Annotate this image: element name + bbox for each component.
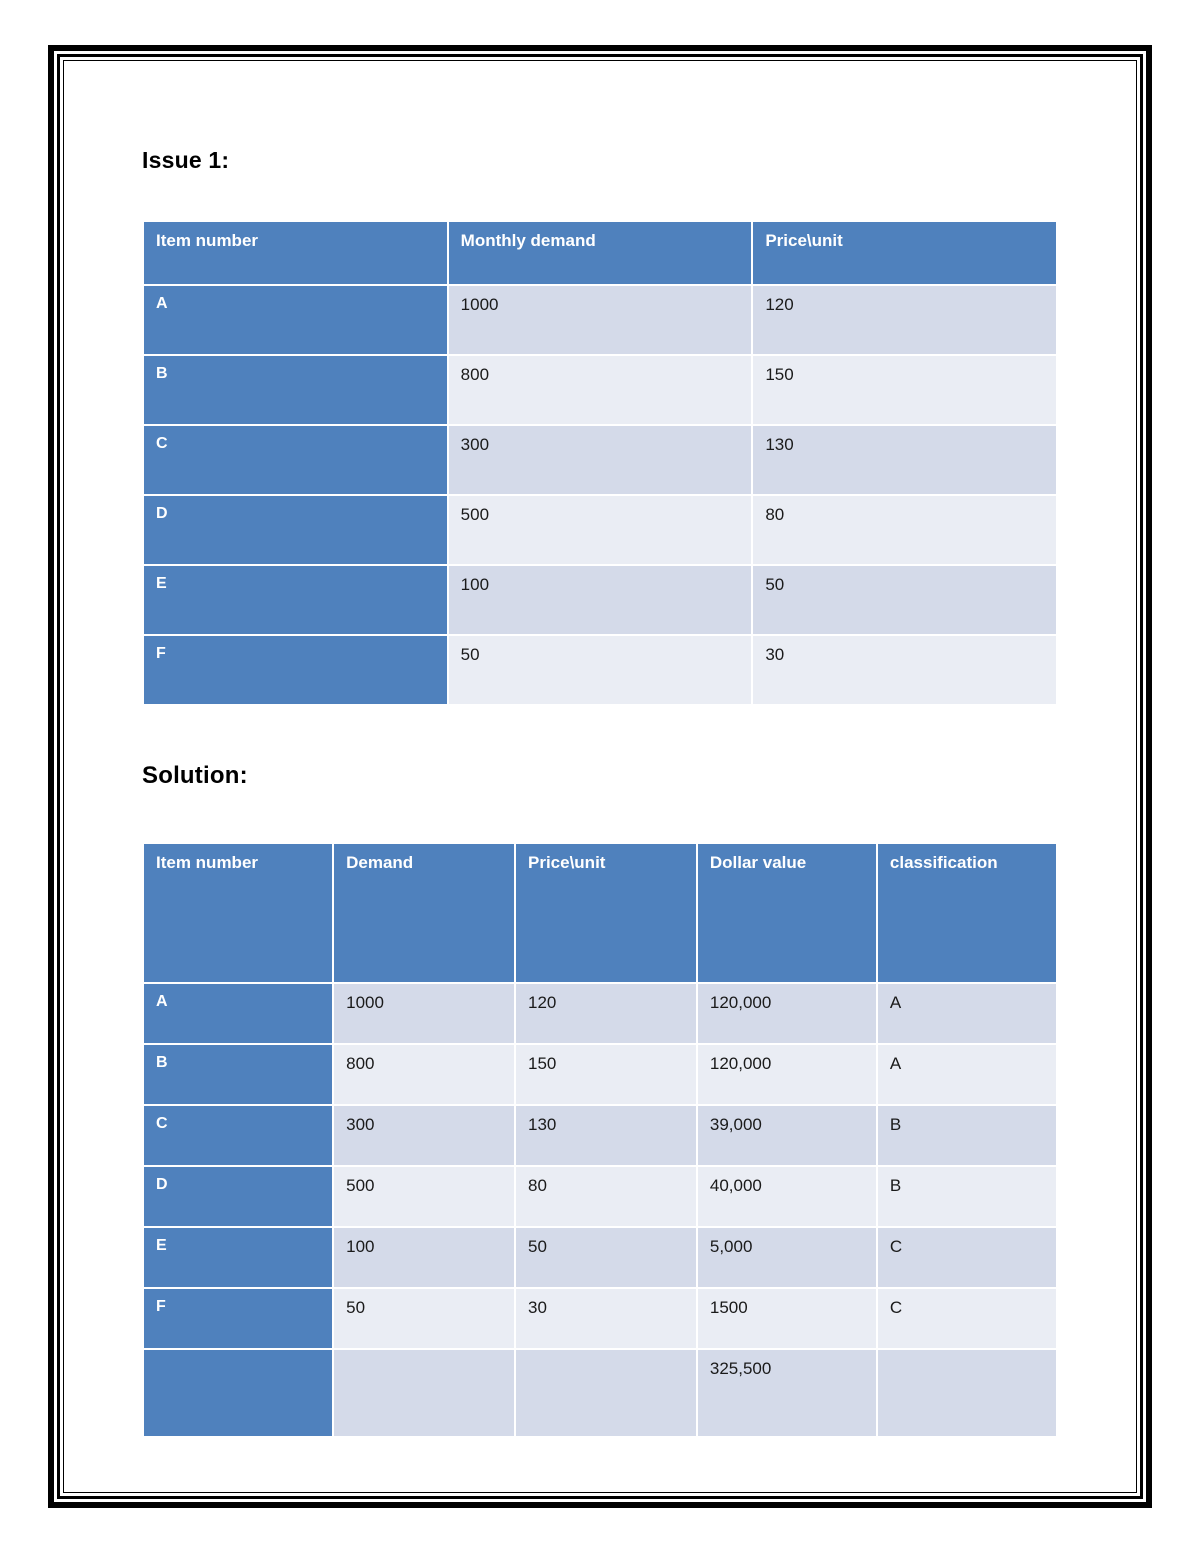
item-cell: B — [142, 354, 449, 426]
classification-cell: C — [875, 1226, 1059, 1289]
price-cell: 120 — [513, 982, 698, 1045]
classification-cell: B — [875, 1165, 1059, 1228]
dollar-value-cell: 120,000 — [695, 982, 878, 1045]
price-cell: 120 — [751, 284, 1058, 356]
solution-header-classification: classification — [875, 842, 1059, 984]
price-cell: 30 — [751, 634, 1058, 706]
item-cell: C — [141, 1104, 335, 1167]
classification-cell: A — [875, 1043, 1059, 1106]
item-cell: D — [141, 1165, 335, 1228]
issue-header-item-number: Item number — [142, 220, 449, 286]
demand-cell: 50 — [332, 1287, 516, 1350]
issue-header-price-unit: Price\unit — [751, 220, 1058, 286]
item-cell: A — [142, 284, 449, 356]
demand-cell: 800 — [332, 1043, 516, 1106]
item-cell: F — [142, 634, 449, 706]
item-cell — [141, 1348, 335, 1438]
solution-header-demand: Demand — [332, 842, 516, 984]
table-row: B 800 150 — [142, 354, 1058, 426]
demand-cell: 100 — [446, 564, 754, 636]
price-cell: 50 — [513, 1226, 698, 1289]
page-content: Issue 1: Item number Monthly demand Pric… — [64, 61, 1136, 1438]
dollar-value-cell: 5,000 — [695, 1226, 878, 1289]
price-cell — [513, 1348, 698, 1438]
solution-header-price-unit: Price\unit — [513, 842, 698, 984]
demand-cell: 800 — [446, 354, 754, 426]
table-row: A 1000 120 120,000 A — [141, 982, 1059, 1045]
dollar-value-cell: 40,000 — [695, 1165, 878, 1228]
table-row: F 50 30 — [142, 634, 1058, 706]
table-row: F 50 30 1500 C — [141, 1287, 1059, 1350]
classification-cell — [875, 1348, 1059, 1438]
issue-header-monthly-demand: Monthly demand — [446, 220, 754, 286]
page-border-outer: Issue 1: Item number Monthly demand Pric… — [48, 45, 1152, 1508]
price-cell: 80 — [513, 1165, 698, 1228]
dollar-value-total-cell: 325,500 — [695, 1348, 878, 1438]
price-cell: 150 — [513, 1043, 698, 1106]
solution-table-header-row: Item number Demand Price\unit Dollar val… — [141, 842, 1059, 984]
item-cell: B — [141, 1043, 335, 1106]
table-row: E 100 50 — [142, 564, 1058, 636]
item-cell: C — [142, 424, 449, 496]
demand-cell: 50 — [446, 634, 754, 706]
dollar-value-cell: 120,000 — [695, 1043, 878, 1106]
table-row: C 300 130 39,000 B — [141, 1104, 1059, 1167]
item-cell: E — [141, 1226, 335, 1289]
table-row: A 1000 120 — [142, 284, 1058, 356]
demand-cell: 1000 — [446, 284, 754, 356]
demand-cell: 300 — [332, 1104, 516, 1167]
page-border-middle: Issue 1: Item number Monthly demand Pric… — [57, 54, 1143, 1499]
classification-cell: B — [875, 1104, 1059, 1167]
demand-cell — [332, 1348, 516, 1438]
solution-table: Item number Demand Price\unit Dollar val… — [141, 842, 1059, 1438]
dollar-value-cell: 1500 — [695, 1287, 878, 1350]
price-cell: 130 — [513, 1104, 698, 1167]
demand-cell: 500 — [446, 494, 754, 566]
demand-cell: 1000 — [332, 982, 516, 1045]
dollar-value-cell: 39,000 — [695, 1104, 878, 1167]
item-cell: A — [141, 982, 335, 1045]
page-border-inner: Issue 1: Item number Monthly demand Pric… — [63, 60, 1137, 1493]
demand-cell: 500 — [332, 1165, 516, 1228]
issue-heading: Issue 1: — [142, 147, 230, 173]
classification-cell: C — [875, 1287, 1059, 1350]
classification-cell: A — [875, 982, 1059, 1045]
solution-header-dollar-value: Dollar value — [695, 842, 878, 984]
demand-cell: 300 — [446, 424, 754, 496]
solution-header-item-number: Item number — [141, 842, 335, 984]
issue-table: Item number Monthly demand Price\unit A … — [142, 220, 1058, 706]
item-cell: F — [141, 1287, 335, 1350]
total-row: 325,500 — [141, 1348, 1059, 1438]
price-cell: 150 — [751, 354, 1058, 426]
table-row: E 100 50 5,000 C — [141, 1226, 1059, 1289]
item-cell: E — [142, 564, 449, 636]
price-cell: 80 — [751, 494, 1058, 566]
table-row: B 800 150 120,000 A — [141, 1043, 1059, 1106]
price-cell: 30 — [513, 1287, 698, 1350]
item-cell: D — [142, 494, 449, 566]
demand-cell: 100 — [332, 1226, 516, 1289]
issue-table-header-row: Item number Monthly demand Price\unit — [142, 220, 1058, 286]
table-row: D 500 80 — [142, 494, 1058, 566]
price-cell: 130 — [751, 424, 1058, 496]
table-row: C 300 130 — [142, 424, 1058, 496]
price-cell: 50 — [751, 564, 1058, 636]
table-row: D 500 80 40,000 B — [141, 1165, 1059, 1228]
solution-heading: Solution: — [142, 762, 248, 789]
